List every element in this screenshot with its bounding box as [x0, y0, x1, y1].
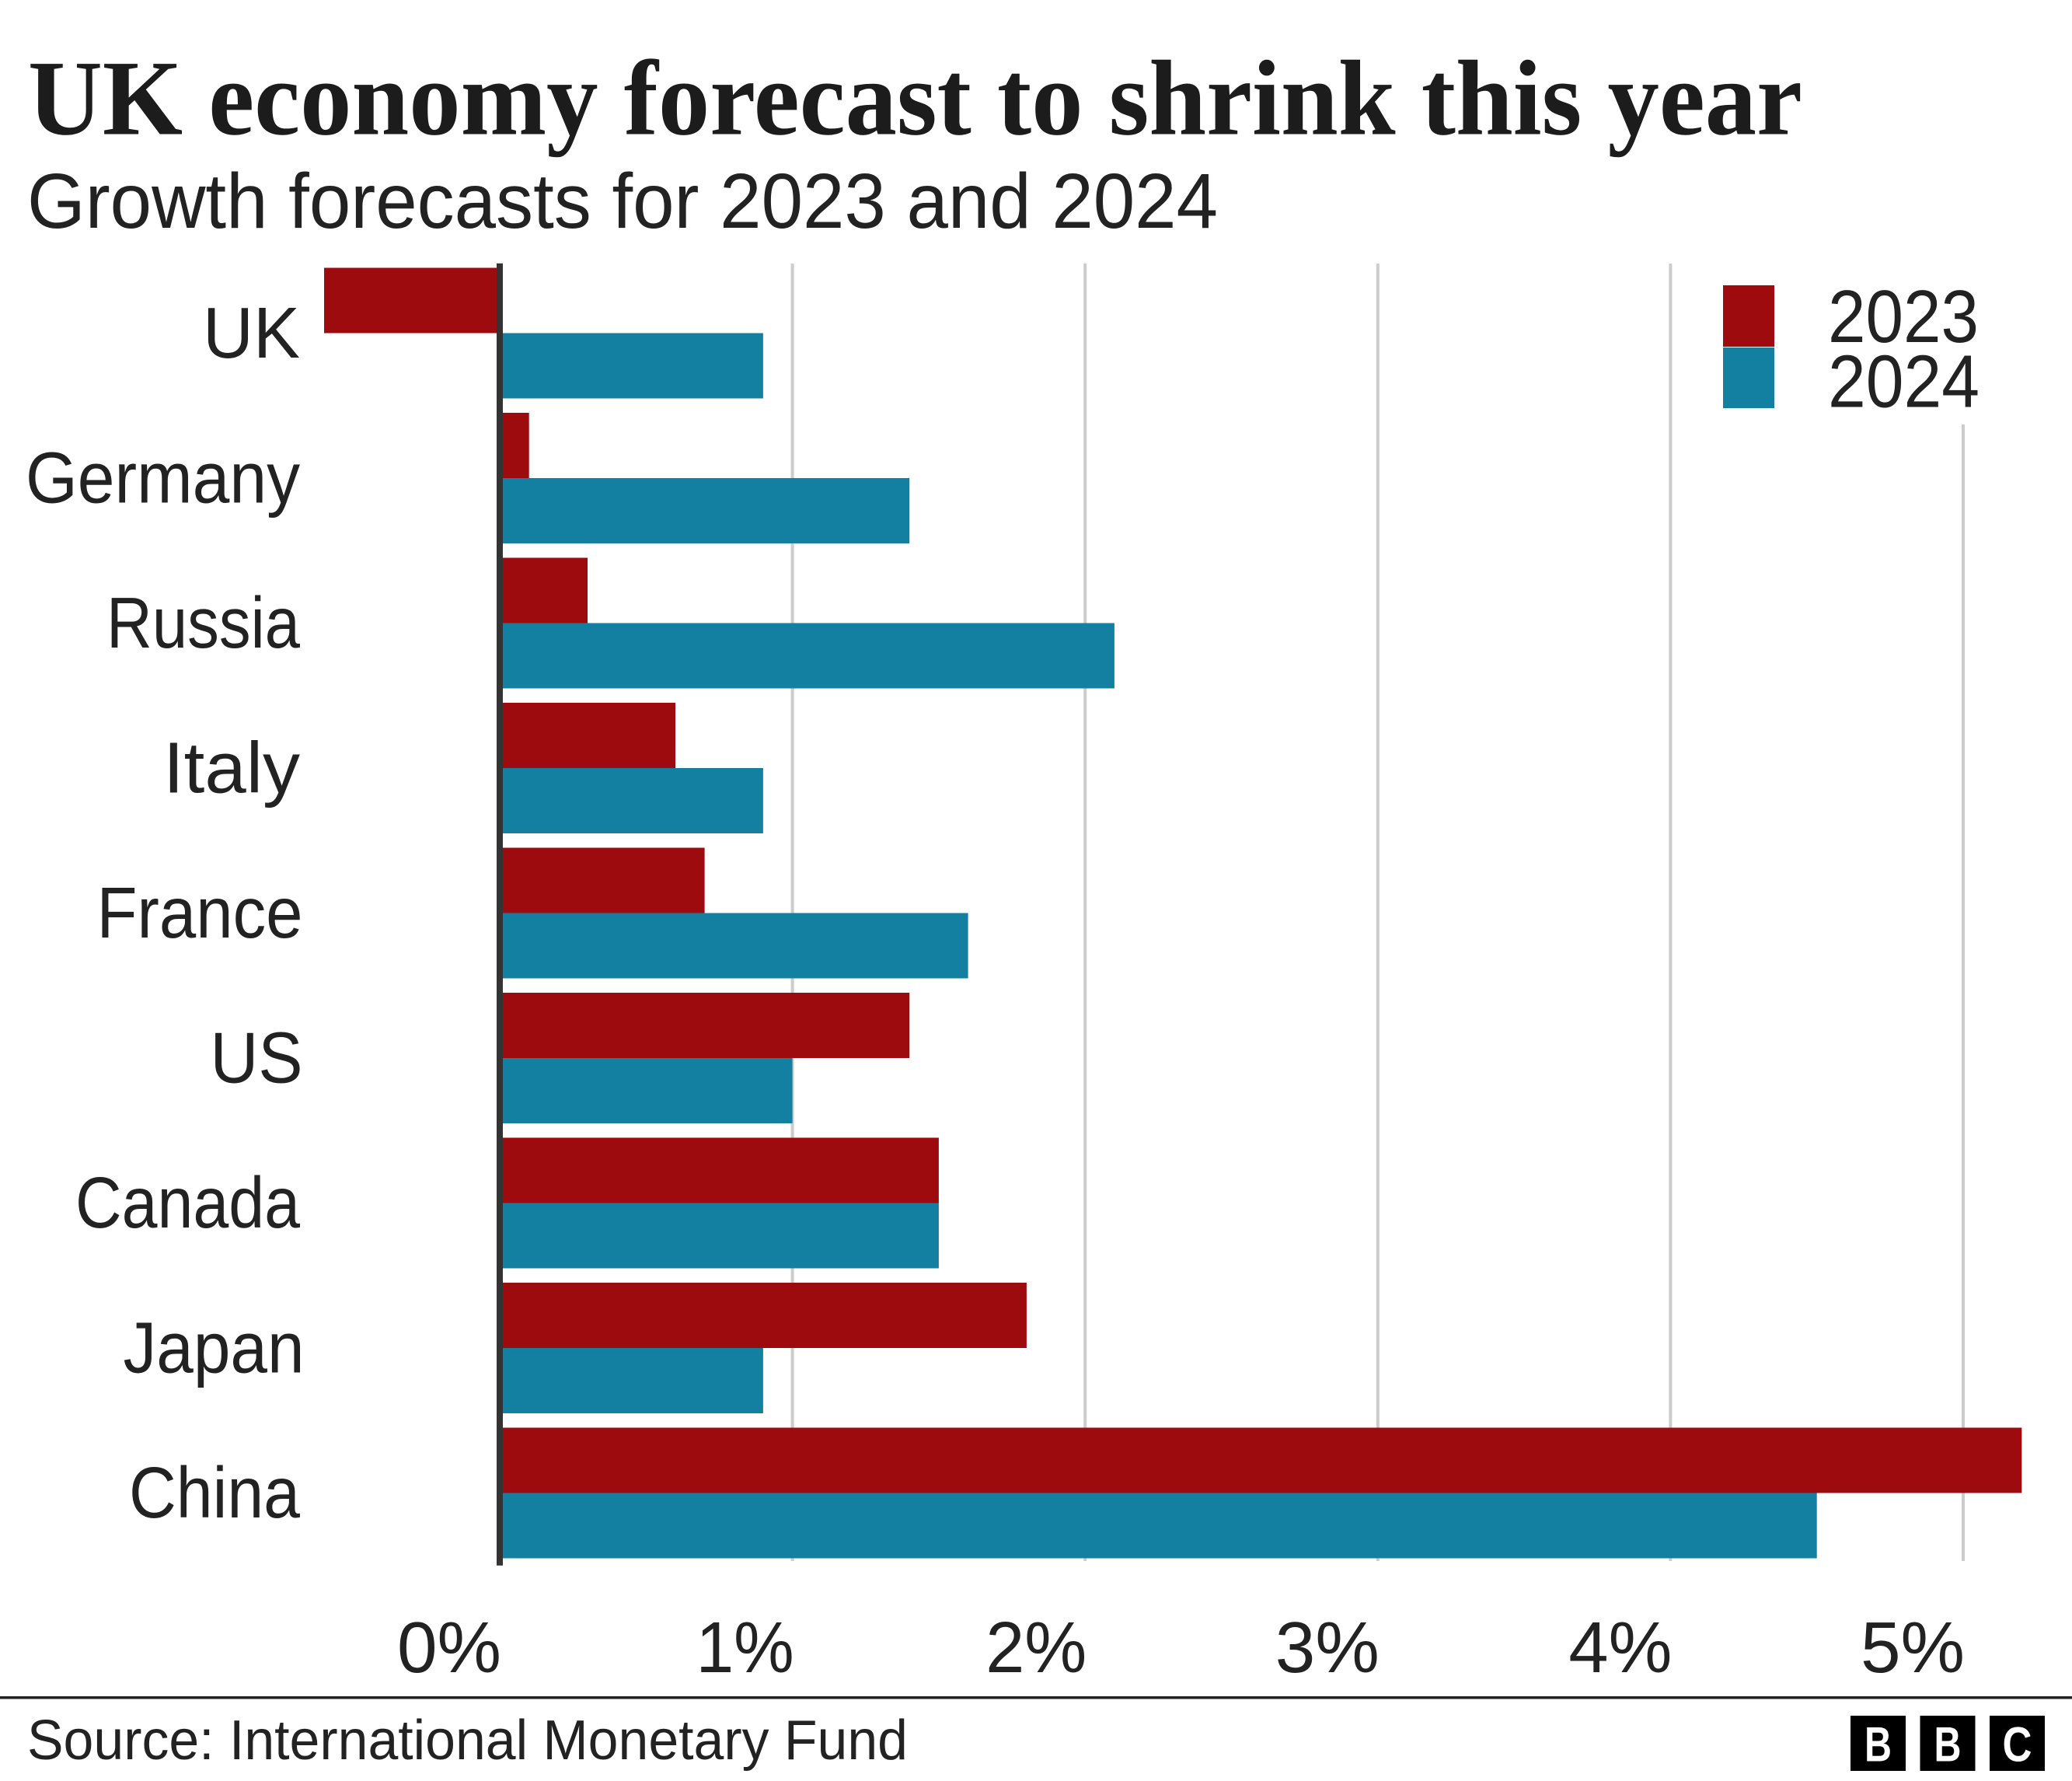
svg-text:3%: 3%: [1275, 1607, 1380, 1688]
svg-text:Italy: Italy: [163, 728, 301, 808]
svg-text:France: France: [97, 872, 303, 953]
svg-text:China: China: [129, 1452, 300, 1533]
svg-text:C: C: [2003, 1718, 2032, 1772]
svg-text:2023: 2023: [1828, 275, 1979, 358]
svg-text:2024: 2024: [1828, 340, 1980, 424]
svg-text:2%: 2%: [985, 1607, 1087, 1688]
svg-text:Canada: Canada: [75, 1162, 300, 1243]
svg-text:US: US: [211, 1018, 303, 1098]
svg-text:B: B: [1864, 1718, 1892, 1772]
svg-text:Japan: Japan: [124, 1308, 305, 1388]
svg-text:Source: International Monetary: Source: International Monetary Fund: [27, 1709, 908, 1772]
svg-text:Growth forecasts for 2023 and: Growth forecasts for 2023 and 2024: [27, 158, 1218, 245]
svg-text:5%: 5%: [1861, 1607, 1965, 1688]
svg-text:Russia: Russia: [106, 582, 300, 663]
svg-text:0%: 0%: [397, 1607, 501, 1688]
svg-text:4%: 4%: [1568, 1607, 1672, 1688]
svg-text:UK economy forecast to shrink: UK economy forecast to shrink this year: [28, 39, 1802, 158]
svg-text:B: B: [1934, 1718, 1962, 1772]
svg-text:UK: UK: [203, 292, 300, 373]
svg-text:Germany: Germany: [26, 438, 300, 519]
svg-text:1%: 1%: [696, 1607, 794, 1688]
